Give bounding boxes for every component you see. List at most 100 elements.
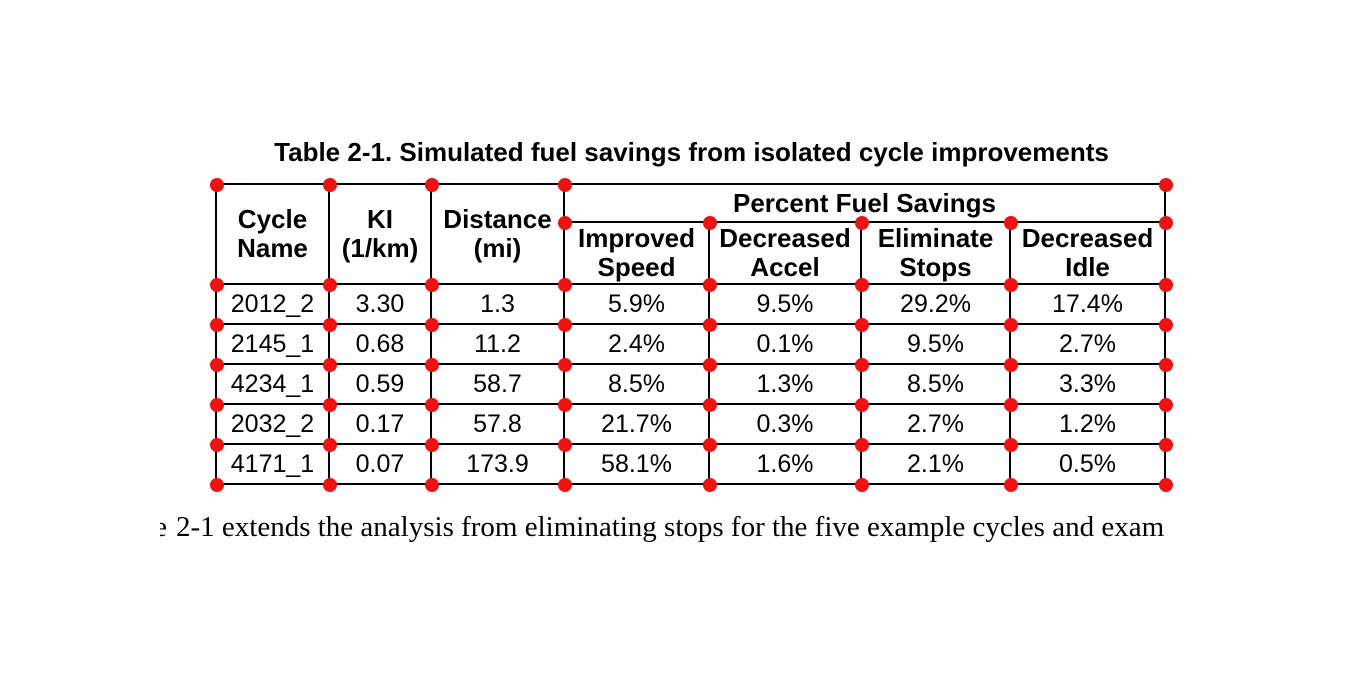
cell-corner-handle[interactable] [425,318,439,332]
table-row: 4171_1 0.07 173.9 58.1% 1.6% 2.1% 0.5% [215,443,1166,485]
cell-corner-handle[interactable] [1159,216,1173,230]
cell-eliminate-stops: 2.7% [860,403,1011,445]
cell-improved-speed: 5.9% [563,283,710,325]
cell-improved-speed: 58.1% [563,443,710,485]
cell-ki: 0.59 [328,363,432,405]
cell-corner-handle[interactable] [425,398,439,412]
cell-corner-handle[interactable] [703,216,717,230]
cell-corner-handle[interactable] [210,358,224,372]
cell-decreased-idle: 0.5% [1009,443,1166,485]
cell-corner-handle[interactable] [703,318,717,332]
cell-corner-handle[interactable] [558,358,572,372]
cell-corner-handle[interactable] [855,216,869,230]
cell-distance: 58.7 [430,363,565,405]
cell-corner-handle[interactable] [855,358,869,372]
cell-corner-handle[interactable] [1159,178,1173,192]
table-row: 2032_2 0.17 57.8 21.7% 0.3% 2.7% 1.2% [215,403,1166,445]
cell-corner-handle[interactable] [323,178,337,192]
cell-corner-handle[interactable] [855,318,869,332]
cell-cycle-name: 2145_1 [215,323,330,365]
cell-decreased-idle: 1.2% [1009,403,1166,445]
cell-corner-handle[interactable] [1004,216,1018,230]
clipped-text-fragment: e [160,511,167,543]
cell-corner-handle[interactable] [1159,278,1173,292]
cell-corner-handle[interactable] [425,478,439,492]
cell-corner-handle[interactable] [210,318,224,332]
cell-corner-handle[interactable] [558,278,572,292]
cell-corner-handle[interactable] [855,278,869,292]
cell-corner-handle[interactable] [1159,358,1173,372]
cell-eliminate-stops: 9.5% [860,323,1011,365]
cell-decreased-idle: 17.4% [1009,283,1166,325]
cell-decreased-idle: 3.3% [1009,363,1166,405]
cell-corner-handle[interactable] [323,278,337,292]
cell-cycle-name: 4171_1 [215,443,330,485]
cell-distance: 173.9 [430,443,565,485]
subcol-header-decreased-idle: Decreased Idle [1009,221,1166,285]
cell-corner-handle[interactable] [323,478,337,492]
cell-corner-handle[interactable] [323,358,337,372]
col-header-cycle-name: Cycle Name [215,183,330,285]
cell-corner-handle[interactable] [1004,278,1018,292]
cell-corner-handles-layer [210,178,1173,492]
cell-decreased-accel: 1.6% [708,443,862,485]
cell-corner-handle[interactable] [1159,398,1173,412]
cell-ki: 0.07 [328,443,432,485]
cell-corner-handle[interactable] [703,478,717,492]
cell-corner-handle[interactable] [558,318,572,332]
col-header-ki: KI (1/km) [328,183,432,285]
table-row: 4234_1 0.59 58.7 8.5% 1.3% 8.5% 3.3% [215,363,1166,405]
cell-corner-handle[interactable] [210,438,224,452]
cell-corner-handle[interactable] [1004,398,1018,412]
cell-corner-handle[interactable] [1159,478,1173,492]
cell-distance: 57.8 [430,403,565,445]
cell-cycle-name: 2032_2 [215,403,330,445]
cell-corner-handle[interactable] [323,438,337,452]
cell-improved-speed: 21.7% [563,403,710,445]
cell-decreased-accel: 0.3% [708,403,862,445]
cell-corner-handle[interactable] [703,358,717,372]
cell-decreased-accel: 0.1% [708,323,862,365]
cell-corner-handle[interactable] [1004,358,1018,372]
cell-distance: 1.3 [430,283,565,325]
cell-corner-handle[interactable] [1004,438,1018,452]
cell-corner-handle[interactable] [425,278,439,292]
cell-corner-handle[interactable] [210,178,224,192]
cell-corner-handle[interactable] [425,178,439,192]
cell-ki: 3.30 [328,283,432,325]
cell-corner-handle[interactable] [1159,318,1173,332]
cell-corner-handle[interactable] [855,438,869,452]
cell-improved-speed: 2.4% [563,323,710,365]
col-header-distance: Distance (mi) [430,183,565,285]
cell-corner-handle[interactable] [1004,318,1018,332]
cell-decreased-accel: 9.5% [708,283,862,325]
cell-corner-handle[interactable] [703,398,717,412]
cell-corner-handle[interactable] [558,216,572,230]
cell-corner-handle[interactable] [210,478,224,492]
cell-corner-handle[interactable] [558,478,572,492]
cell-corner-handle[interactable] [558,178,572,192]
cell-corner-handle[interactable] [323,398,337,412]
cell-corner-handle[interactable] [425,358,439,372]
cell-corner-handle[interactable] [425,438,439,452]
cell-corner-handle[interactable] [558,438,572,452]
fuel-savings-table: Cycle Name KI (1/km) Distance (mi) Perce… [215,183,1166,485]
body-text-line: 2-1 extends the analysis from eliminatin… [176,511,1165,543]
cell-corner-handle[interactable] [1004,478,1018,492]
cell-corner-handle[interactable] [323,318,337,332]
cell-eliminate-stops: 29.2% [860,283,1011,325]
cell-corner-handle[interactable] [703,278,717,292]
cell-corner-handle[interactable] [855,398,869,412]
cell-corner-handle[interactable] [210,278,224,292]
cell-corner-handle[interactable] [1159,438,1173,452]
cell-distance: 11.2 [430,323,565,365]
cell-corner-handle[interactable] [855,478,869,492]
cell-corner-handle[interactable] [210,398,224,412]
cell-decreased-idle: 2.7% [1009,323,1166,365]
subcol-header-eliminate-stops: Eliminate Stops [860,221,1011,285]
cell-ki: 0.68 [328,323,432,365]
cell-corner-handle[interactable] [703,438,717,452]
cell-corner-handle[interactable] [558,398,572,412]
cell-eliminate-stops: 2.1% [860,443,1011,485]
